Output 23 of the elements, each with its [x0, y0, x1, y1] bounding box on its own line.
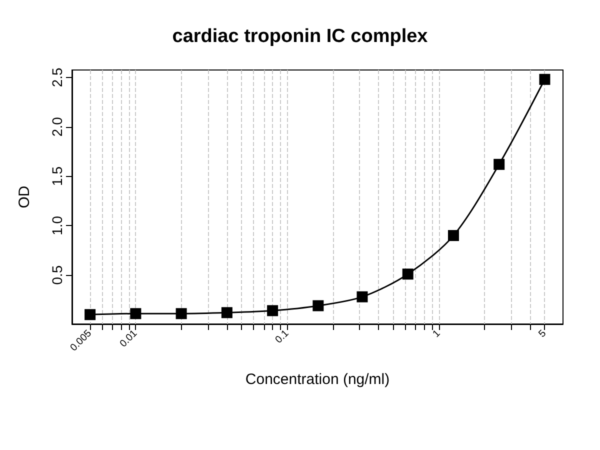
x-tick-label: 1: [430, 328, 443, 340]
point: [539, 74, 550, 85]
y-tick-label: 2.5: [49, 67, 65, 88]
chart-title: cardiac troponin IC complex: [172, 26, 428, 47]
y-tick-label: 1.0: [49, 216, 65, 236]
point: [267, 305, 278, 316]
point: [130, 308, 142, 320]
point: [312, 300, 324, 312]
y-tick-label: 2.0: [49, 116, 65, 137]
point: [221, 307, 232, 318]
point: [448, 230, 459, 242]
point: [176, 308, 187, 320]
point: [356, 291, 368, 302]
x-tick-label: 0.01: [118, 328, 140, 350]
y-tick-label: 0.5: [49, 265, 65, 285]
point: [494, 158, 505, 170]
y-axis-title: OD: [16, 186, 33, 208]
point: [402, 268, 414, 280]
y-tick-label: 1.5: [49, 166, 65, 186]
x-tick-label: 5: [536, 328, 549, 340]
x-axis-title: Concentration (ng/ml): [245, 371, 390, 388]
x-tick-label: 0.1: [274, 328, 292, 346]
point: [84, 309, 96, 320]
